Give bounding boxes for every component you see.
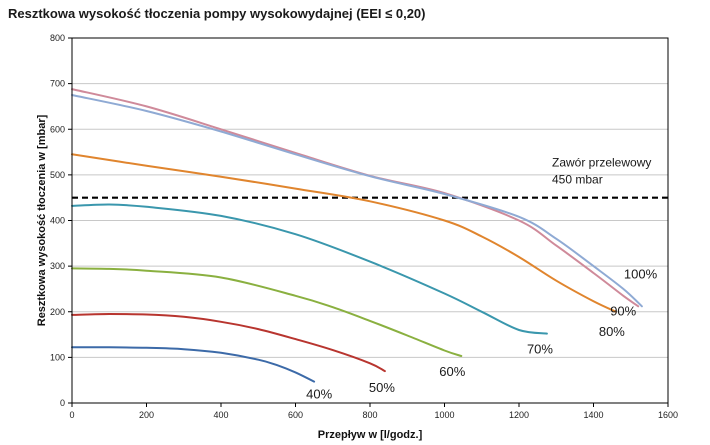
y-tick-label: 700 [50, 79, 65, 89]
series-line-90 [71, 88, 640, 308]
y-tick-label: 100 [50, 352, 65, 362]
series-layer [71, 88, 643, 383]
plot-frame [71, 37, 669, 404]
series-label-layer: 40% 50% 60% 70% 80% 90% 100% [306, 266, 657, 401]
y-axis-title: Resztkowa wysokość tłoczenia w [mbar] [36, 114, 48, 326]
y-tick-label: 300 [50, 261, 65, 271]
series-label-100: 100% [624, 266, 658, 281]
reference-label-line2: 450 mbar [552, 173, 603, 187]
series-line-70 [71, 203, 548, 335]
x-tick-label: 1600 [658, 410, 678, 420]
y-tick-label: 0 [60, 398, 65, 408]
series-label-60: 60% [439, 364, 465, 379]
y-tick-label: 400 [50, 216, 65, 226]
series-label-80: 80% [599, 324, 625, 339]
tick-layer: 0 100 200 300 400 500 600 700 800 0 200 400 600 800 10… [50, 33, 678, 420]
chart-title: Resztkowa wysokość tłoczenia pompy wysok… [8, 6, 426, 21]
x-tick-label: 200 [139, 410, 154, 420]
grid-layer [72, 83, 668, 358]
x-tick-label: 400 [213, 410, 228, 420]
series-line-60 [71, 267, 463, 357]
series-label-70: 70% [527, 342, 553, 357]
x-tick-label: 1400 [583, 410, 603, 420]
y-tick-label: 600 [50, 124, 65, 134]
x-tick-label: 1000 [434, 410, 454, 420]
series-label-50: 50% [369, 380, 395, 395]
series-line-50 [71, 313, 386, 373]
x-tick-label: 1200 [509, 410, 529, 420]
reference-line-layer: Zawór przelewowy 450 mbar [72, 156, 668, 199]
series-label-90: 90% [610, 303, 636, 318]
reference-label-line1: Zawór przelewowy [552, 156, 651, 170]
y-tick-label: 500 [50, 170, 65, 180]
y-tick-label: 200 [50, 307, 65, 317]
series-line-80 [71, 153, 617, 313]
series-line-100 [71, 94, 643, 308]
series-line-40 [71, 346, 316, 383]
y-tick-label: 800 [50, 33, 65, 43]
series-label-40: 40% [306, 387, 332, 402]
x-tick-label: 600 [288, 410, 303, 420]
x-axis-title: Przepływ w [l/godz.] [318, 429, 423, 441]
x-tick-label: 800 [362, 410, 377, 420]
x-tick-label: 0 [69, 410, 74, 420]
